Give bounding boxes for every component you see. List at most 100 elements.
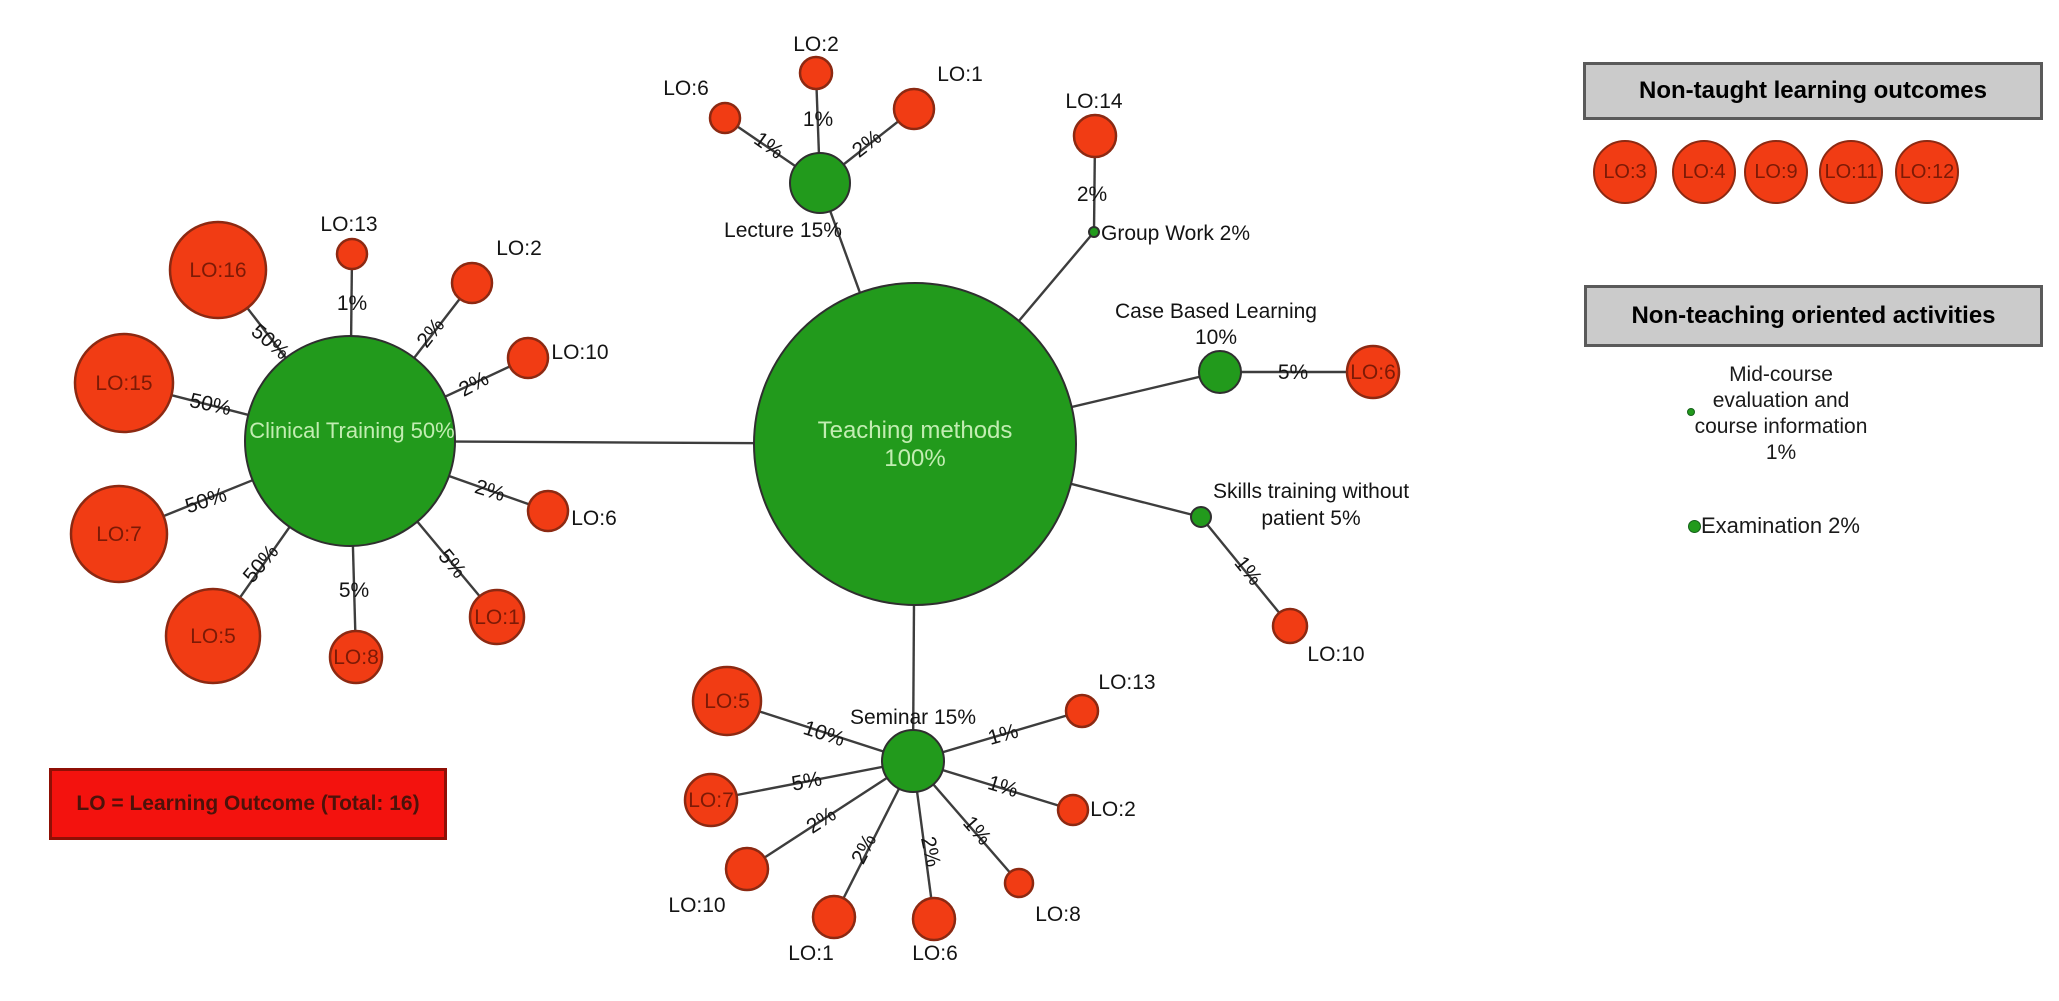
non-taught-lo-circle: LO:12 <box>1895 140 1959 204</box>
node-label-skills: Skills training without <box>1213 480 1409 503</box>
node-lo10-sem <box>724 846 770 892</box>
node-label-teaching: 100% <box>884 445 945 472</box>
node-label-lo2-ct: LO:2 <box>496 237 542 260</box>
non-teaching-legend-header: Non-teaching oriented activities <box>1584 285 2043 347</box>
node-label-lo15: LO:15 <box>95 372 152 395</box>
non-taught-lo-label: LO:3 <box>1603 160 1647 183</box>
node-label-lo13-ct: LO:13 <box>320 213 377 236</box>
edge-label-cbl-lo6-cbl: 5% <box>1278 361 1308 384</box>
node-label-lo1-sem: LO:1 <box>788 942 834 965</box>
non-taught-lo-circle: LO:3 <box>1593 140 1657 204</box>
node-clinical <box>244 335 456 547</box>
node-label-lo6-cbl: LO:6 <box>1350 361 1396 384</box>
node-lo7-ct <box>69 484 169 584</box>
node-lo13-ct <box>335 237 369 271</box>
node-label-lo6-sem: LO:6 <box>912 942 958 965</box>
node-lo6-sem <box>911 896 957 942</box>
node-lecture <box>789 152 851 214</box>
node-label-lo16: LO:16 <box>189 259 246 282</box>
edge-seminar-lo7-sem <box>710 759 914 802</box>
edge-label-seminar-lo2-sem: 1% <box>985 771 1021 802</box>
node-label-lo2-lec: LO:2 <box>793 33 839 56</box>
node-lo5-ct <box>164 587 262 685</box>
examination-dot-icon <box>1688 520 1701 533</box>
edge-label-clinical-lo6-ct: 2% <box>472 475 508 506</box>
node-label-lo1-ct: LO:1 <box>474 606 520 629</box>
non-taught-lo-label: LO:12 <box>1899 160 1955 183</box>
node-label-lo8-sem: LO:8 <box>1035 903 1081 926</box>
node-lo13-sem <box>1064 693 1100 729</box>
midcourse-line: course information <box>1694 415 1868 438</box>
node-lo2-ct <box>450 261 494 305</box>
node-lo8-ct <box>328 629 384 685</box>
non-taught-lo-circle: LO:9 <box>1744 140 1808 204</box>
midcourse-entry: Mid-course evaluation and course informa… <box>1631 362 1931 466</box>
node-lo5-sem <box>691 665 763 737</box>
node-label-cbl: Case Based Learning <box>1115 300 1317 323</box>
node-lo1-lec <box>892 87 936 131</box>
edge-label-seminar-lo5-sem: 10% <box>800 716 847 751</box>
nodes-layer <box>69 55 1401 942</box>
node-label-lo10-sem: LO:10 <box>668 894 725 917</box>
node-lo6-ct <box>526 489 570 533</box>
node-lo6-cbl <box>1345 344 1401 400</box>
node-label-lo5-ct: LO:5 <box>190 625 236 648</box>
node-label-cbl: 10% <box>1195 326 1237 349</box>
node-skills <box>1190 506 1212 528</box>
node-teaching <box>753 282 1077 606</box>
node-label-lo6-ct: LO:6 <box>571 507 617 530</box>
non-taught-lo-label: LO:4 <box>1682 160 1726 183</box>
node-lo6-lec <box>708 101 742 135</box>
node-label-lo2-sem: LO:2 <box>1090 798 1136 821</box>
node-lo2-lec <box>798 55 834 91</box>
edge-label-gw-lo14: 2% <box>1077 183 1107 206</box>
edge-label-clinical-lo13-ct: 1% <box>337 292 367 315</box>
edge-label-seminar-lo7-sem: 5% <box>790 767 824 795</box>
node-cbl <box>1198 350 1242 394</box>
node-lo10-sk <box>1271 607 1309 645</box>
non-taught-lo-label: LO:11 <box>1824 160 1878 183</box>
edge-label-lecture-lo2-lec: 1% <box>803 108 833 131</box>
non-taught-lo-label: LO:9 <box>1754 160 1798 183</box>
edge-skills-lo10-sk <box>1200 516 1291 627</box>
node-label-lo5-sem: LO:5 <box>704 690 750 713</box>
non-taught-lo-circle: LO:11 <box>1819 140 1883 204</box>
non-taught-legend-header: Non-taught learning outcomes <box>1583 62 2043 120</box>
labels-layer: 50%1%2%2%50%50% 2%50%5%5%1%1%2%2%5%1%10%5… <box>95 33 1409 965</box>
non-taught-legend-title: Non-taught learning outcomes <box>1639 77 1987 104</box>
node-lo14 <box>1072 113 1118 159</box>
node-lo2-sem <box>1056 793 1090 827</box>
node-label-lo7-ct: LO:7 <box>96 523 142 546</box>
edge-seminar-lo10-sem <box>746 759 914 871</box>
node-label-lo7-sem: LO:7 <box>688 789 734 812</box>
node-lo15 <box>73 332 175 434</box>
non-teaching-legend-title: Non-teaching oriented activities <box>1631 302 1996 329</box>
node-label-clinical: Clinical Training 50% <box>249 418 454 443</box>
node-lo7-sem <box>683 772 739 828</box>
edge-label-seminar-lo13-sem: 1% <box>985 720 1021 750</box>
midcourse-line: Mid-course <box>1729 363 1833 386</box>
lo-note-box: LO = Learning Outcome (Total: 16) <box>49 768 447 840</box>
midcourse-dot-icon <box>1687 408 1695 416</box>
node-label-gw: Group Work 2% <box>1101 222 1250 245</box>
edge-label-seminar-lo8-sem: 1% <box>958 812 995 850</box>
node-label-lecture: Lecture 15% <box>724 219 842 242</box>
node-label-lo10-sk: LO:10 <box>1307 643 1364 666</box>
node-label-lo1-lec: LO:1 <box>937 63 983 86</box>
edge-label-clinical-lo7-ct: 50% <box>182 483 229 518</box>
edge-label-clinical-lo10-ct: 2% <box>455 367 493 402</box>
node-label-lo8-ct: LO:8 <box>333 646 379 669</box>
node-label-lo13-sem: LO:13 <box>1098 671 1155 694</box>
node-label-lo10-ct: LO:10 <box>551 341 608 364</box>
examination-entry: Examination 2% <box>1701 513 1860 538</box>
node-seminar <box>881 729 945 793</box>
midcourse-line: 1% <box>1765 441 1797 464</box>
edge-label-clinical-lo8-ct: 5% <box>339 579 369 602</box>
edge-label-seminar-lo10-sem: 2% <box>802 803 840 839</box>
node-label-skills: patient 5% <box>1261 507 1360 530</box>
edge-label-clinical-lo15: 50% <box>187 389 233 420</box>
node-label-seminar: Seminar 15% <box>850 706 976 729</box>
lo-note-text: LO = Learning Outcome (Total: 16) <box>76 792 420 815</box>
